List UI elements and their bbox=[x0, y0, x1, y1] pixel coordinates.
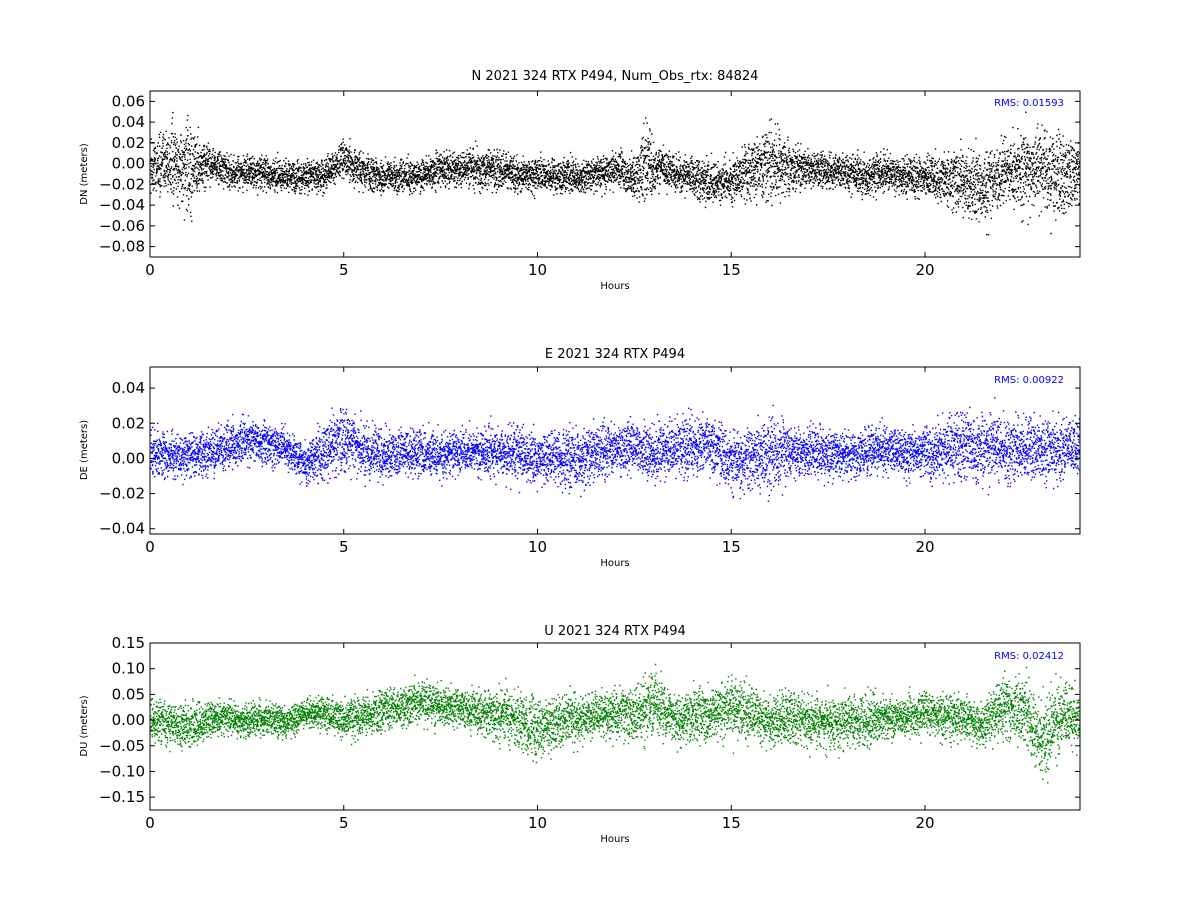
x-tick-label: 20 bbox=[915, 814, 934, 832]
rms-annotation: RMS: 0.01593 bbox=[994, 98, 1064, 109]
scatter-points bbox=[150, 111, 1080, 236]
y-tick-label: 0.10 bbox=[112, 660, 145, 678]
x-tick-label: 15 bbox=[722, 538, 741, 556]
y-axis-label: DU (meters) bbox=[79, 695, 90, 756]
rms-annotation: RMS: 0.02412 bbox=[994, 651, 1064, 662]
chart-title: N 2021 324 RTX P494, Num_Obs_rtx: 84824 bbox=[472, 69, 759, 84]
y-tick-label: 0.02 bbox=[112, 134, 145, 152]
y-tick-label: −0.05 bbox=[99, 737, 145, 755]
y-tick-label: −0.15 bbox=[99, 788, 145, 806]
y-tick-label: −0.02 bbox=[99, 175, 145, 193]
x-tick-label: 0 bbox=[145, 538, 155, 556]
x-tick-label: 15 bbox=[722, 261, 741, 279]
y-axis-label: DE (meters) bbox=[79, 420, 90, 480]
x-tick-label: 15 bbox=[722, 814, 741, 832]
y-tick-label: −0.04 bbox=[99, 196, 145, 214]
y-tick-label: 0.02 bbox=[112, 414, 145, 432]
panel-up: U 2021 324 RTX P494 0 5 10 15 20 −0.15−0.10−… bbox=[79, 624, 1081, 845]
x-tick-label: 5 bbox=[339, 538, 349, 556]
y-axis-ticks: −0.04 −0.02 0.00 0.02 0.04 bbox=[99, 379, 1080, 538]
rms-annotation: RMS: 0.00922 bbox=[994, 375, 1064, 386]
chart-title: E 2021 324 RTX P494 bbox=[545, 347, 685, 362]
y-tick-label: 0.00 bbox=[112, 449, 145, 467]
panel-north: N 2021 324 RTX P494, Num_Obs_rtx: 84824 … bbox=[79, 69, 1081, 292]
y-tick-label: 0.15 bbox=[112, 634, 145, 652]
y-tick-label: 0.06 bbox=[112, 92, 145, 110]
y-tick-label: −0.06 bbox=[99, 217, 145, 235]
data-points-east bbox=[150, 397, 1080, 502]
x-tick-label: 10 bbox=[528, 261, 547, 279]
x-axis-label: Hours bbox=[600, 281, 629, 292]
x-axis-label: Hours bbox=[600, 834, 629, 845]
plot-frame bbox=[149, 90, 1081, 258]
scatter-points bbox=[150, 663, 1080, 784]
plot-frame bbox=[149, 366, 1081, 535]
y-axis-label: DN (meters) bbox=[79, 143, 90, 205]
y-tick-label: 0.05 bbox=[112, 685, 145, 703]
x-axis-ticks: 0 5 10 15 20 bbox=[145, 643, 935, 832]
y-tick-label: −0.08 bbox=[99, 238, 145, 256]
data-points-north bbox=[150, 111, 1080, 236]
x-axis-ticks: 0 5 10 15 20 bbox=[145, 91, 935, 279]
x-tick-label: 5 bbox=[339, 261, 349, 279]
x-axis-ticks: 0 5 10 15 20 bbox=[145, 367, 935, 556]
y-tick-label: 0.04 bbox=[112, 113, 145, 131]
scatter-points bbox=[150, 397, 1080, 502]
y-tick-label: 0.00 bbox=[112, 155, 145, 173]
x-axis-label: Hours bbox=[600, 558, 629, 569]
y-tick-label: −0.04 bbox=[99, 520, 145, 538]
y-tick-label: 0.04 bbox=[112, 379, 145, 397]
x-tick-label: 0 bbox=[145, 261, 155, 279]
x-tick-label: 20 bbox=[915, 261, 934, 279]
y-tick-label: −0.02 bbox=[99, 485, 145, 503]
y-tick-label: 0.00 bbox=[112, 711, 145, 729]
plot-frame bbox=[149, 642, 1081, 811]
y-axis-ticks: −0.15 −0.10 −0.05 0.00 0.05 0.10 0.15 bbox=[99, 634, 1080, 806]
x-tick-label: 20 bbox=[915, 538, 934, 556]
x-tick-label: 10 bbox=[528, 538, 547, 556]
y-tick-label: −0.10 bbox=[99, 762, 145, 780]
panel-east: E 2021 324 RTX P494 0 5 10 15 20 −0.04−0.020… bbox=[79, 347, 1081, 569]
data-points-up bbox=[150, 663, 1080, 784]
x-tick-label: 5 bbox=[339, 814, 349, 832]
chart-title: U 2021 324 RTX P494 bbox=[544, 624, 686, 639]
x-tick-label: 10 bbox=[528, 814, 547, 832]
x-tick-label: 0 bbox=[145, 814, 155, 832]
y-axis-ticks: −0.08 −0.06 −0.04 −0.02 0.00 0.02 0.04 0.06 bbox=[99, 92, 1080, 256]
